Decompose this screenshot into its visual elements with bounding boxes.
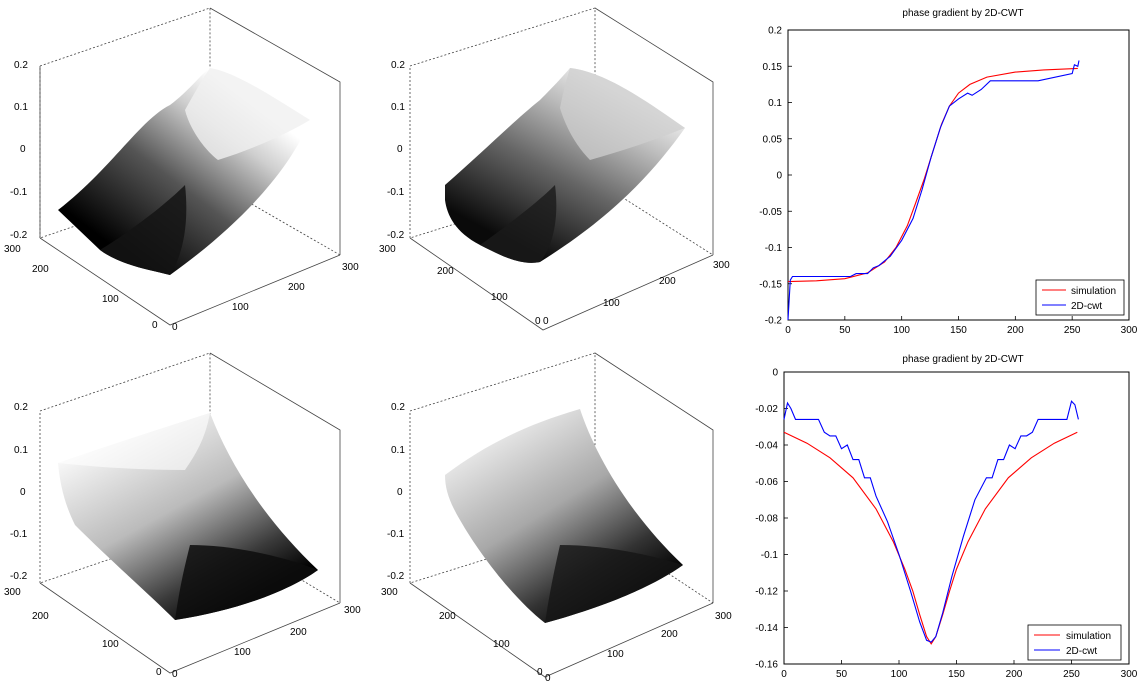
line-plot-top-right: phase gradient by 2D-CWT 0 50 100 150 200 250… (759, 8, 1138, 336)
y-tick-label: -0.05 (759, 207, 782, 218)
x-tick-label: 300 (1121, 325, 1138, 336)
surface-plot-bottom-middle (409, 352, 714, 678)
x-tick-label: 250 (1064, 325, 1081, 336)
surface-dark-bottom-middle (545, 545, 683, 623)
y-tick-label: -0.02 (755, 404, 778, 415)
x-tick-label: 200 (1007, 325, 1024, 336)
legend-label-2d-cwt: 2D-cwt (1066, 646, 1097, 657)
surface-plot-bottom-left (39, 352, 341, 674)
y-tick-label: -0.15 (759, 279, 782, 290)
x-tick-label: 50 (836, 669, 848, 680)
y-tick-label: -0.16 (755, 660, 778, 671)
y-tick-label: -0.1 (761, 550, 779, 561)
surface-box-top-middle (409, 7, 714, 331)
legend-label-simulation: simulation (1066, 631, 1111, 642)
y-tick-label: -0.08 (755, 514, 778, 525)
x-tick-label: 50 (839, 325, 851, 336)
y-tick-label: 0.2 (768, 26, 782, 37)
surface-dark-top-left (100, 185, 187, 275)
series-line-2d-cwt (783, 400, 1079, 643)
legend-box (1027, 624, 1122, 661)
legend-box (1035, 279, 1125, 316)
surface-fold-top-left (185, 68, 310, 160)
y-tick-label: -0.2 (765, 316, 783, 327)
legend-label-2d-cwt: 2D-cwt (1071, 301, 1102, 312)
y-tick-label: -0.14 (755, 623, 778, 634)
x-tick-label: 0 (781, 669, 787, 680)
surface-fold-top-middle (560, 68, 685, 160)
y-tick-label: -0.06 (755, 477, 778, 488)
surface-plot-top-middle (409, 7, 714, 331)
legend: simulation 2D-cwt (1035, 279, 1125, 316)
surface-dark-top-middle (480, 185, 557, 263)
plot-area (783, 371, 1130, 665)
legend: simulation 2D-cwt (1027, 624, 1122, 661)
surface-light-bottom-left (58, 413, 210, 470)
x-tick-label: 300 (1121, 669, 1138, 680)
series-line-2d-cwt (787, 60, 1080, 321)
x-tick-label: 0 (785, 325, 791, 336)
chart-title: phase gradient by 2D-CWT (902, 354, 1023, 365)
x-tick-label: 150 (948, 669, 965, 680)
y-tick-label: 0.1 (768, 98, 782, 109)
y-tick-label: -0.12 (755, 587, 778, 598)
x-tick-label: 200 (1006, 669, 1023, 680)
x-tick-label: 150 (950, 325, 967, 336)
x-tick-label: 100 (893, 325, 910, 336)
plot-area (787, 29, 1130, 321)
surface-box-bottom-middle (409, 352, 714, 678)
y-tick-label: -0.04 (755, 441, 778, 452)
x-tick-label: 100 (891, 669, 908, 680)
chart-title: phase gradient by 2D-CWT (902, 8, 1023, 19)
surface-plot-top-left (39, 7, 341, 326)
y-tick-label: 0.15 (763, 62, 783, 73)
x-tick-label: 250 (1063, 669, 1080, 680)
legend-label-simulation: simulation (1071, 286, 1116, 297)
surface-dark-bottom-left (175, 545, 318, 620)
y-tick-label: -0.1 (765, 243, 783, 254)
line-plot-bottom-right: phase gradient by 2D-CWT 0 50 100 150 200 250… (755, 354, 1138, 680)
y-tick-label: 0 (772, 368, 778, 379)
y-tick-label: 0 (776, 171, 782, 182)
y-tick-label: 0.05 (763, 134, 783, 145)
series-line-simulation (783, 431, 1078, 645)
